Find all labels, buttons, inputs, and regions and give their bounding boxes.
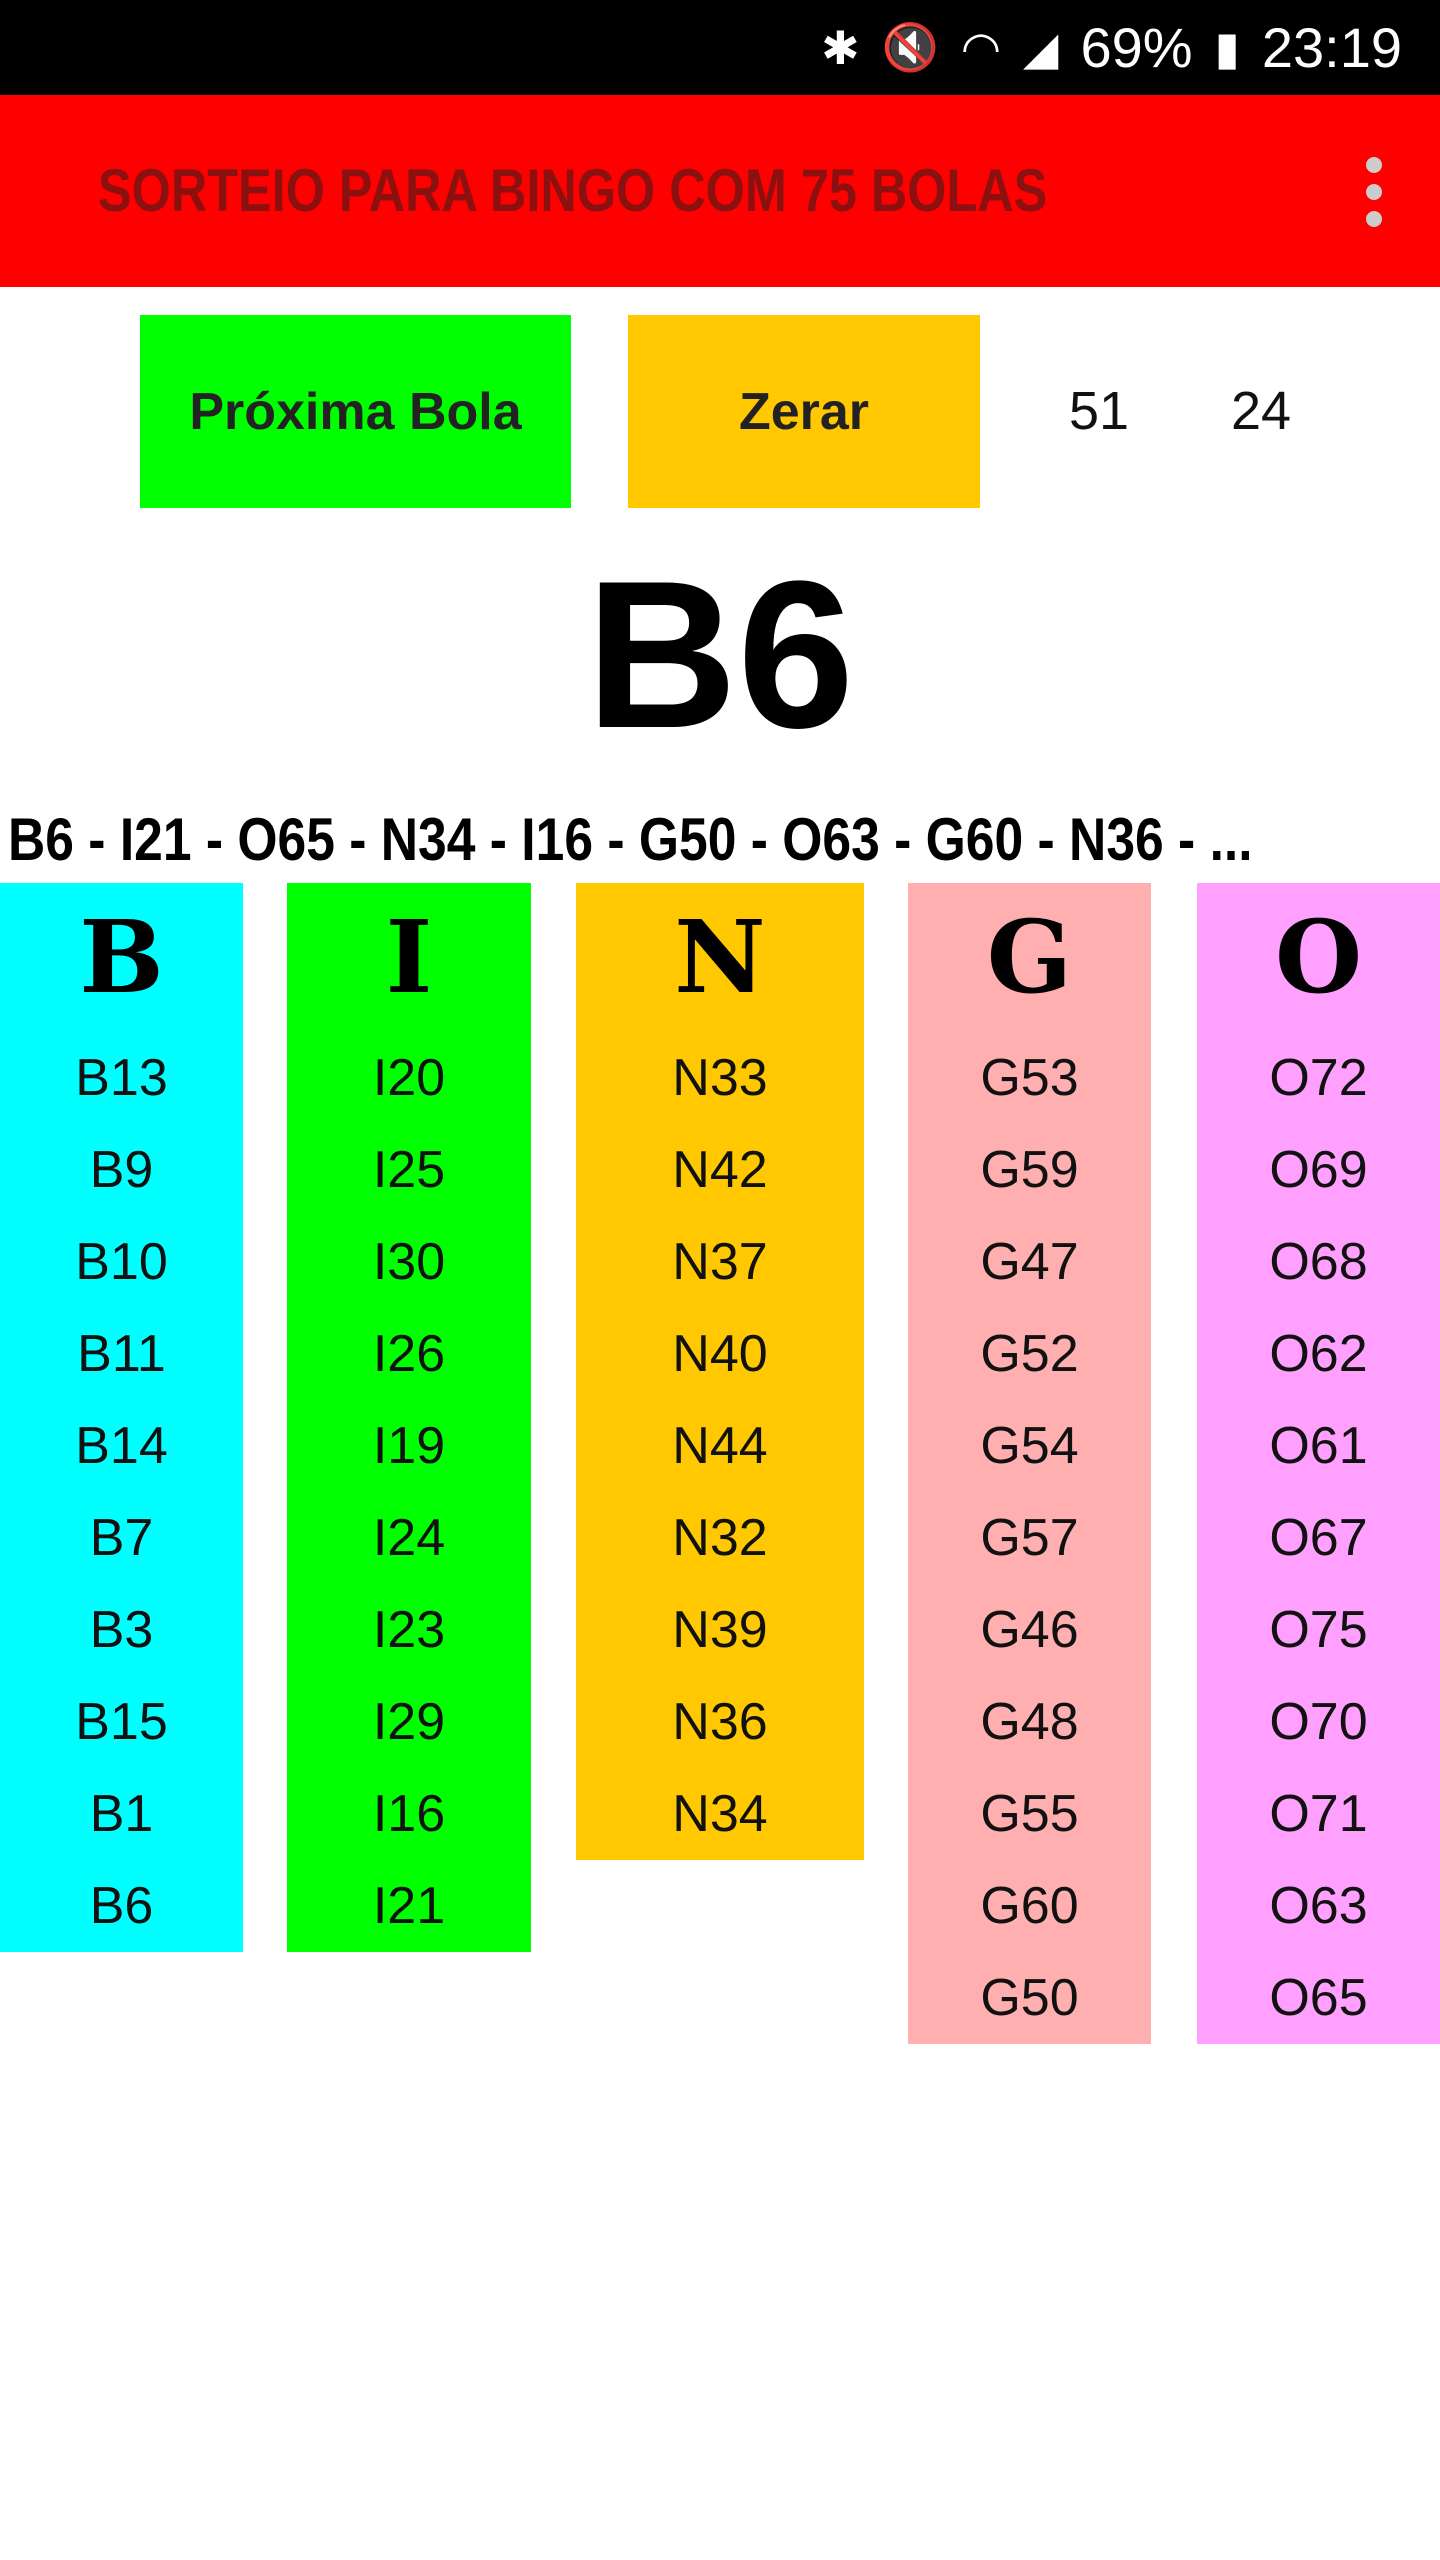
drawn-number: N42 bbox=[672, 1141, 768, 1199]
column-g: G G53 G59 G47 G52 G54 G57 G46 G48 G55 G60 G50 bbox=[908, 883, 1151, 2044]
reset-button[interactable]: Zerar bbox=[628, 315, 980, 508]
drawn-number: I16 bbox=[372, 1785, 446, 1843]
drawn-number: O69 bbox=[1269, 1141, 1368, 1199]
drawn-number: I25 bbox=[372, 1141, 446, 1199]
column-header: B bbox=[79, 898, 164, 1016]
drawn-number: I23 bbox=[372, 1601, 446, 1659]
drawn-number: O62 bbox=[1269, 1325, 1368, 1383]
drawn-number: N37 bbox=[672, 1233, 768, 1291]
drawn-number: O67 bbox=[1269, 1509, 1368, 1567]
app-bar: SORTEIO PARA BINGO COM 75 BOLAS bbox=[0, 95, 1440, 287]
drawn-number: O75 bbox=[1269, 1601, 1368, 1659]
drawn-number: I26 bbox=[372, 1325, 446, 1383]
drawn-number: B1 bbox=[89, 1785, 154, 1843]
drawn-number: N44 bbox=[672, 1417, 768, 1475]
battery-percent: 69% bbox=[1080, 16, 1193, 79]
wifi-icon: ◠ bbox=[960, 21, 1002, 74]
column-header: O bbox=[1274, 898, 1363, 1016]
drawn-number: G52 bbox=[980, 1325, 1079, 1383]
drawn-number: G50 bbox=[980, 1969, 1079, 2027]
drawn-number: G48 bbox=[980, 1693, 1079, 1751]
drawn-number: O65 bbox=[1269, 1969, 1368, 2027]
column-i: I I20 I25 I30 I26 I19 I24 I23 I29 I16 I21 bbox=[287, 883, 531, 1952]
drawn-number: N40 bbox=[672, 1325, 768, 1383]
drawn-number: B15 bbox=[75, 1693, 168, 1751]
drawn-number: N34 bbox=[672, 1785, 768, 1843]
drawn-number: O61 bbox=[1269, 1417, 1368, 1475]
drawn-number: G55 bbox=[980, 1785, 1079, 1843]
drawn-number: N32 bbox=[672, 1509, 768, 1567]
drawn-number: I21 bbox=[372, 1877, 446, 1935]
drawn-number: N36 bbox=[672, 1693, 768, 1751]
drawn-number: I19 bbox=[372, 1417, 446, 1475]
next-ball-button[interactable]: Próxima Bola bbox=[140, 315, 571, 508]
drawn-number: G57 bbox=[980, 1509, 1079, 1567]
drawn-number: G47 bbox=[980, 1233, 1079, 1291]
status-bar: ✱ 🔇 ◠ ◢ 69% ▮ 23:19 bbox=[0, 0, 1440, 95]
drawn-number: O71 bbox=[1269, 1785, 1368, 1843]
drawn-number: O63 bbox=[1269, 1877, 1368, 1935]
remaining-count: 24 bbox=[1230, 381, 1292, 441]
column-b: B B13 B9 B10 B11 B14 B7 B3 B15 B1 B6 bbox=[0, 883, 243, 1952]
drawn-number: G59 bbox=[980, 1141, 1079, 1199]
column-header: N bbox=[674, 898, 766, 1016]
mute-vibrate-icon: 🔇 bbox=[881, 21, 939, 73]
column-header: G bbox=[986, 898, 1073, 1016]
column-o: O O72 O69 O68 O62 O61 O67 O75 O70 O71 O63 O65 bbox=[1197, 883, 1440, 2044]
app-title: SORTEIO PARA BINGO COM 75 BOLAS bbox=[98, 157, 1048, 224]
drawn-number: O72 bbox=[1269, 1049, 1368, 1107]
drawn-number: N39 bbox=[672, 1601, 768, 1659]
drawn-number: I30 bbox=[372, 1233, 446, 1291]
drawn-number: B10 bbox=[75, 1233, 168, 1291]
drawn-number: B3 bbox=[89, 1601, 154, 1659]
drawn-number: I24 bbox=[372, 1509, 446, 1567]
current-ball: B6 bbox=[585, 537, 855, 772]
battery-charging-icon: ▮ bbox=[1214, 21, 1240, 74]
overflow-menu-icon[interactable] bbox=[1362, 157, 1386, 227]
drawn-number: I29 bbox=[372, 1693, 446, 1751]
drawn-number: G53 bbox=[980, 1049, 1079, 1107]
column-header: I bbox=[385, 898, 433, 1016]
clock: 23:19 bbox=[1261, 16, 1402, 79]
drawn-number: B14 bbox=[75, 1417, 168, 1475]
drawn-number: B7 bbox=[89, 1509, 154, 1567]
drawn-number: B6 bbox=[89, 1877, 154, 1935]
draw-history: B6 - I21 - O65 - N34 - I16 - G50 - O63 -… bbox=[8, 806, 1253, 873]
column-n: N N33 N42 N37 N40 N44 N32 N39 N36 N34 bbox=[576, 883, 864, 1860]
drawn-number: N33 bbox=[672, 1049, 768, 1107]
signal-icon: ◢ bbox=[1023, 21, 1059, 74]
drawn-number: B11 bbox=[77, 1325, 166, 1383]
drawn-number: O68 bbox=[1269, 1233, 1368, 1291]
drawn-number: G54 bbox=[980, 1417, 1079, 1475]
drawn-number: O70 bbox=[1269, 1693, 1368, 1751]
drawn-count: 51 bbox=[1068, 381, 1130, 441]
drawn-number: G60 bbox=[980, 1877, 1079, 1935]
drawn-number: B9 bbox=[89, 1141, 154, 1199]
drawn-number: G46 bbox=[980, 1601, 1079, 1659]
bluetooth-icon: ✱ bbox=[821, 21, 860, 74]
drawn-number: B13 bbox=[75, 1049, 168, 1107]
drawn-number: I20 bbox=[372, 1049, 446, 1107]
